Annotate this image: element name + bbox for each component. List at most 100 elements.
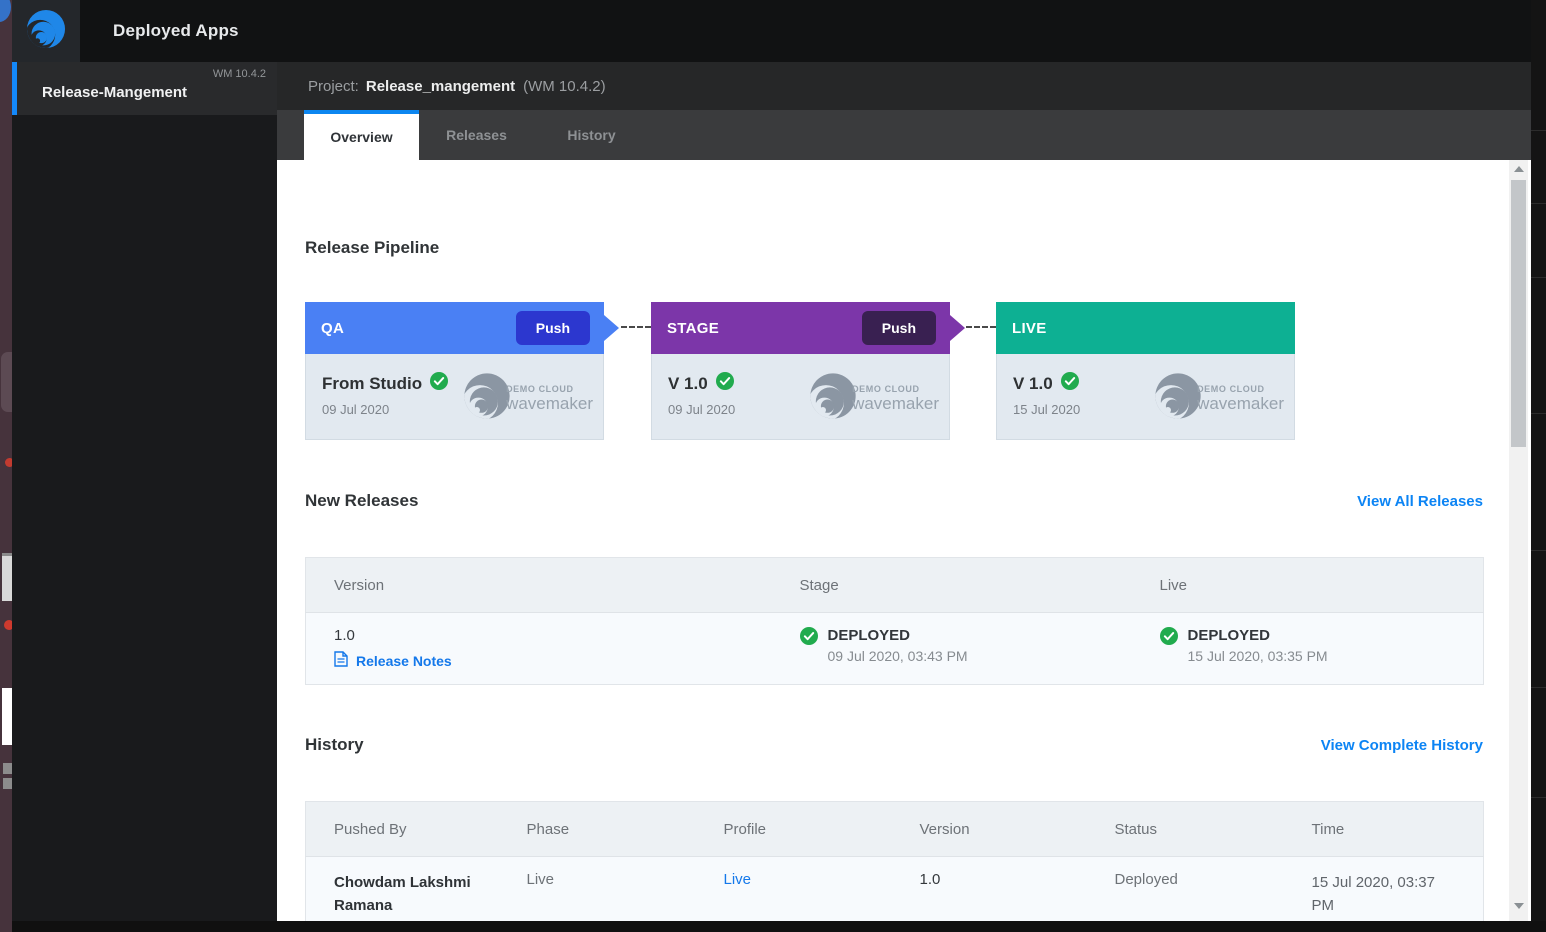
deployed-version-label: V 1.0 — [668, 374, 708, 394]
column-header-time: Time — [1284, 802, 1484, 857]
check-circle-icon — [716, 372, 734, 395]
new-releases-heading: New Releases — [305, 491, 418, 511]
time-value: 15 Jul 2020, 03:37 PM — [1312, 871, 1452, 918]
dock-icon-fragment — [2, 553, 12, 601]
demo-cloud-label: DEMO CLOUD — [506, 384, 593, 394]
sidebar-item-version: WM 10.4.2 — [213, 68, 266, 80]
deployed-version-label: V 1.0 — [1013, 374, 1053, 394]
table-header-row: Pushed By Phase Profile Version Status T… — [306, 802, 1484, 857]
table-row: Chowdam Lakshmi Ramana Live Live 1.0 Dep… — [306, 857, 1484, 922]
push-button-stage[interactable]: Push — [862, 311, 936, 345]
new-releases-table: Version Stage Live 1.0 Release Notes — [305, 557, 1484, 685]
pipeline-connector — [621, 326, 651, 328]
check-circle-icon — [1160, 627, 1178, 664]
project-label: Project: — [308, 78, 359, 95]
bottom-bar — [12, 921, 1546, 932]
column-header-version: Version — [892, 802, 1087, 857]
tab-bar: Overview Releases History — [277, 110, 1531, 160]
check-circle-icon — [430, 372, 448, 395]
tab-overview[interactable]: Overview — [304, 110, 419, 160]
pipeline-card-live-header: LIVE — [996, 302, 1295, 354]
sidebar-item-release-mangement[interactable]: Release-Mangement WM 10.4.2 — [12, 62, 277, 115]
dock-notification-dot — [4, 620, 12, 630]
check-circle-icon — [1061, 372, 1079, 395]
column-header-profile: Profile — [696, 802, 892, 857]
wavemaker-label: wavemaker — [852, 394, 939, 414]
right-edge-panel — [1531, 0, 1546, 932]
dock-notification-dot — [5, 458, 12, 467]
pipeline-card-qa: QA Push From Studio 09 Jul 2020 — [305, 302, 604, 440]
push-button-qa[interactable]: Push — [516, 311, 590, 345]
pipeline-card-qa-body: From Studio 09 Jul 2020 — [305, 354, 604, 440]
wavemaker-label: wavemaker — [1197, 394, 1284, 414]
pipeline-card-live: LIVE V 1.0 15 Jul 2020 — [996, 302, 1295, 440]
column-header-phase: Phase — [499, 802, 696, 857]
wavemaker-label: wavemaker — [506, 394, 593, 414]
release-version: 1.0 — [334, 627, 772, 644]
project-header: Project: Release_mangement (WM 10.4.2) — [277, 62, 1531, 110]
pipeline-card-stage-header: STAGE Push — [651, 302, 950, 354]
check-circle-icon — [800, 627, 818, 664]
history-table: Pushed By Phase Profile Version Status T… — [305, 801, 1484, 921]
phase-value: Live — [527, 871, 555, 888]
stage-label: QA — [321, 320, 344, 337]
dock-icon-highlight — [1, 352, 12, 412]
table-header-row: Version Stage Live — [306, 558, 1484, 613]
pipeline-card-stage: STAGE Push V 1.0 09 Jul 2020 — [651, 302, 950, 440]
sidebar-item-label: Release-Mangement — [42, 84, 187, 101]
stage-label: STAGE — [667, 320, 719, 337]
column-header-version: Version — [306, 558, 772, 613]
pipeline-connector — [966, 326, 996, 328]
vertical-scrollbar[interactable] — [1509, 160, 1528, 921]
deploy-date: 09 Jul 2020 — [668, 402, 735, 417]
arrow-right-icon — [604, 315, 619, 341]
sidebar: Release-Mangement WM 10.4.2 — [12, 62, 277, 932]
table-row: 1.0 Release Notes — [306, 613, 1484, 685]
live-deploy-time: 15 Jul 2020, 03:35 PM — [1188, 648, 1328, 664]
deploy-date: 09 Jul 2020 — [322, 402, 389, 417]
demo-cloud-logo: DEMO CLOUD wavemaker — [808, 371, 939, 426]
dock-icon-fragment — [3, 778, 12, 789]
wavemaker-wave-icon — [1153, 371, 1203, 426]
wavemaker-wave-icon — [25, 8, 67, 55]
stage-deploy-time: 09 Jul 2020, 03:43 PM — [828, 648, 968, 664]
status-value: Deployed — [1115, 871, 1178, 888]
version-value: 1.0 — [920, 871, 941, 888]
pushed-by-value: Chowdam Lakshmi Ramana — [334, 871, 499, 918]
tab-releases[interactable]: Releases — [419, 110, 534, 160]
live-status: DEPLOYED — [1188, 627, 1328, 644]
profile-link[interactable]: Live — [724, 871, 752, 888]
pipeline-card-stage-body: V 1.0 09 Jul 2020 — [651, 354, 950, 440]
view-complete-history-link[interactable]: View Complete History — [1321, 737, 1483, 754]
pipeline-card-live-body: V 1.0 15 Jul 2020 — [996, 354, 1295, 440]
tab-history[interactable]: History — [534, 110, 649, 160]
overview-content: Release Pipeline QA Push From Studio 09 … — [277, 160, 1531, 921]
scrollbar-up-arrow-icon[interactable] — [1509, 160, 1528, 178]
project-name: Release_mangement — [366, 78, 515, 95]
dock-icon-fragment — [3, 763, 12, 774]
deployed-version-label: From Studio — [322, 374, 422, 394]
wavemaker-wave-icon — [462, 371, 512, 426]
scrollbar-down-arrow-icon[interactable] — [1509, 897, 1528, 915]
document-icon — [334, 651, 348, 670]
page-title: Deployed Apps — [113, 0, 239, 62]
top-bar: Deployed Apps — [12, 0, 1546, 62]
view-all-releases-link[interactable]: View All Releases — [1357, 493, 1483, 510]
wavemaker-wave-icon — [808, 371, 858, 426]
dock-icon-fragment — [2, 688, 12, 745]
scrollbar-thumb[interactable] — [1511, 180, 1526, 447]
release-notes-link[interactable]: Release Notes — [334, 651, 772, 670]
deploy-date: 15 Jul 2020 — [1013, 402, 1080, 417]
dock-icon-fragment — [0, 0, 11, 22]
column-header-stage: Stage — [772, 558, 1132, 613]
demo-cloud-label: DEMO CLOUD — [1197, 384, 1284, 394]
stage-label: LIVE — [1012, 320, 1047, 337]
wavemaker-home-button[interactable] — [12, 0, 80, 62]
demo-cloud-logo: DEMO CLOUD wavemaker — [462, 371, 593, 426]
column-header-status: Status — [1087, 802, 1284, 857]
dock-strip — [0, 0, 12, 932]
column-header-live: Live — [1132, 558, 1484, 613]
column-header-pushed-by: Pushed By — [306, 802, 499, 857]
release-pipeline-heading: Release Pipeline — [305, 238, 439, 258]
project-version: (WM 10.4.2) — [523, 78, 606, 95]
